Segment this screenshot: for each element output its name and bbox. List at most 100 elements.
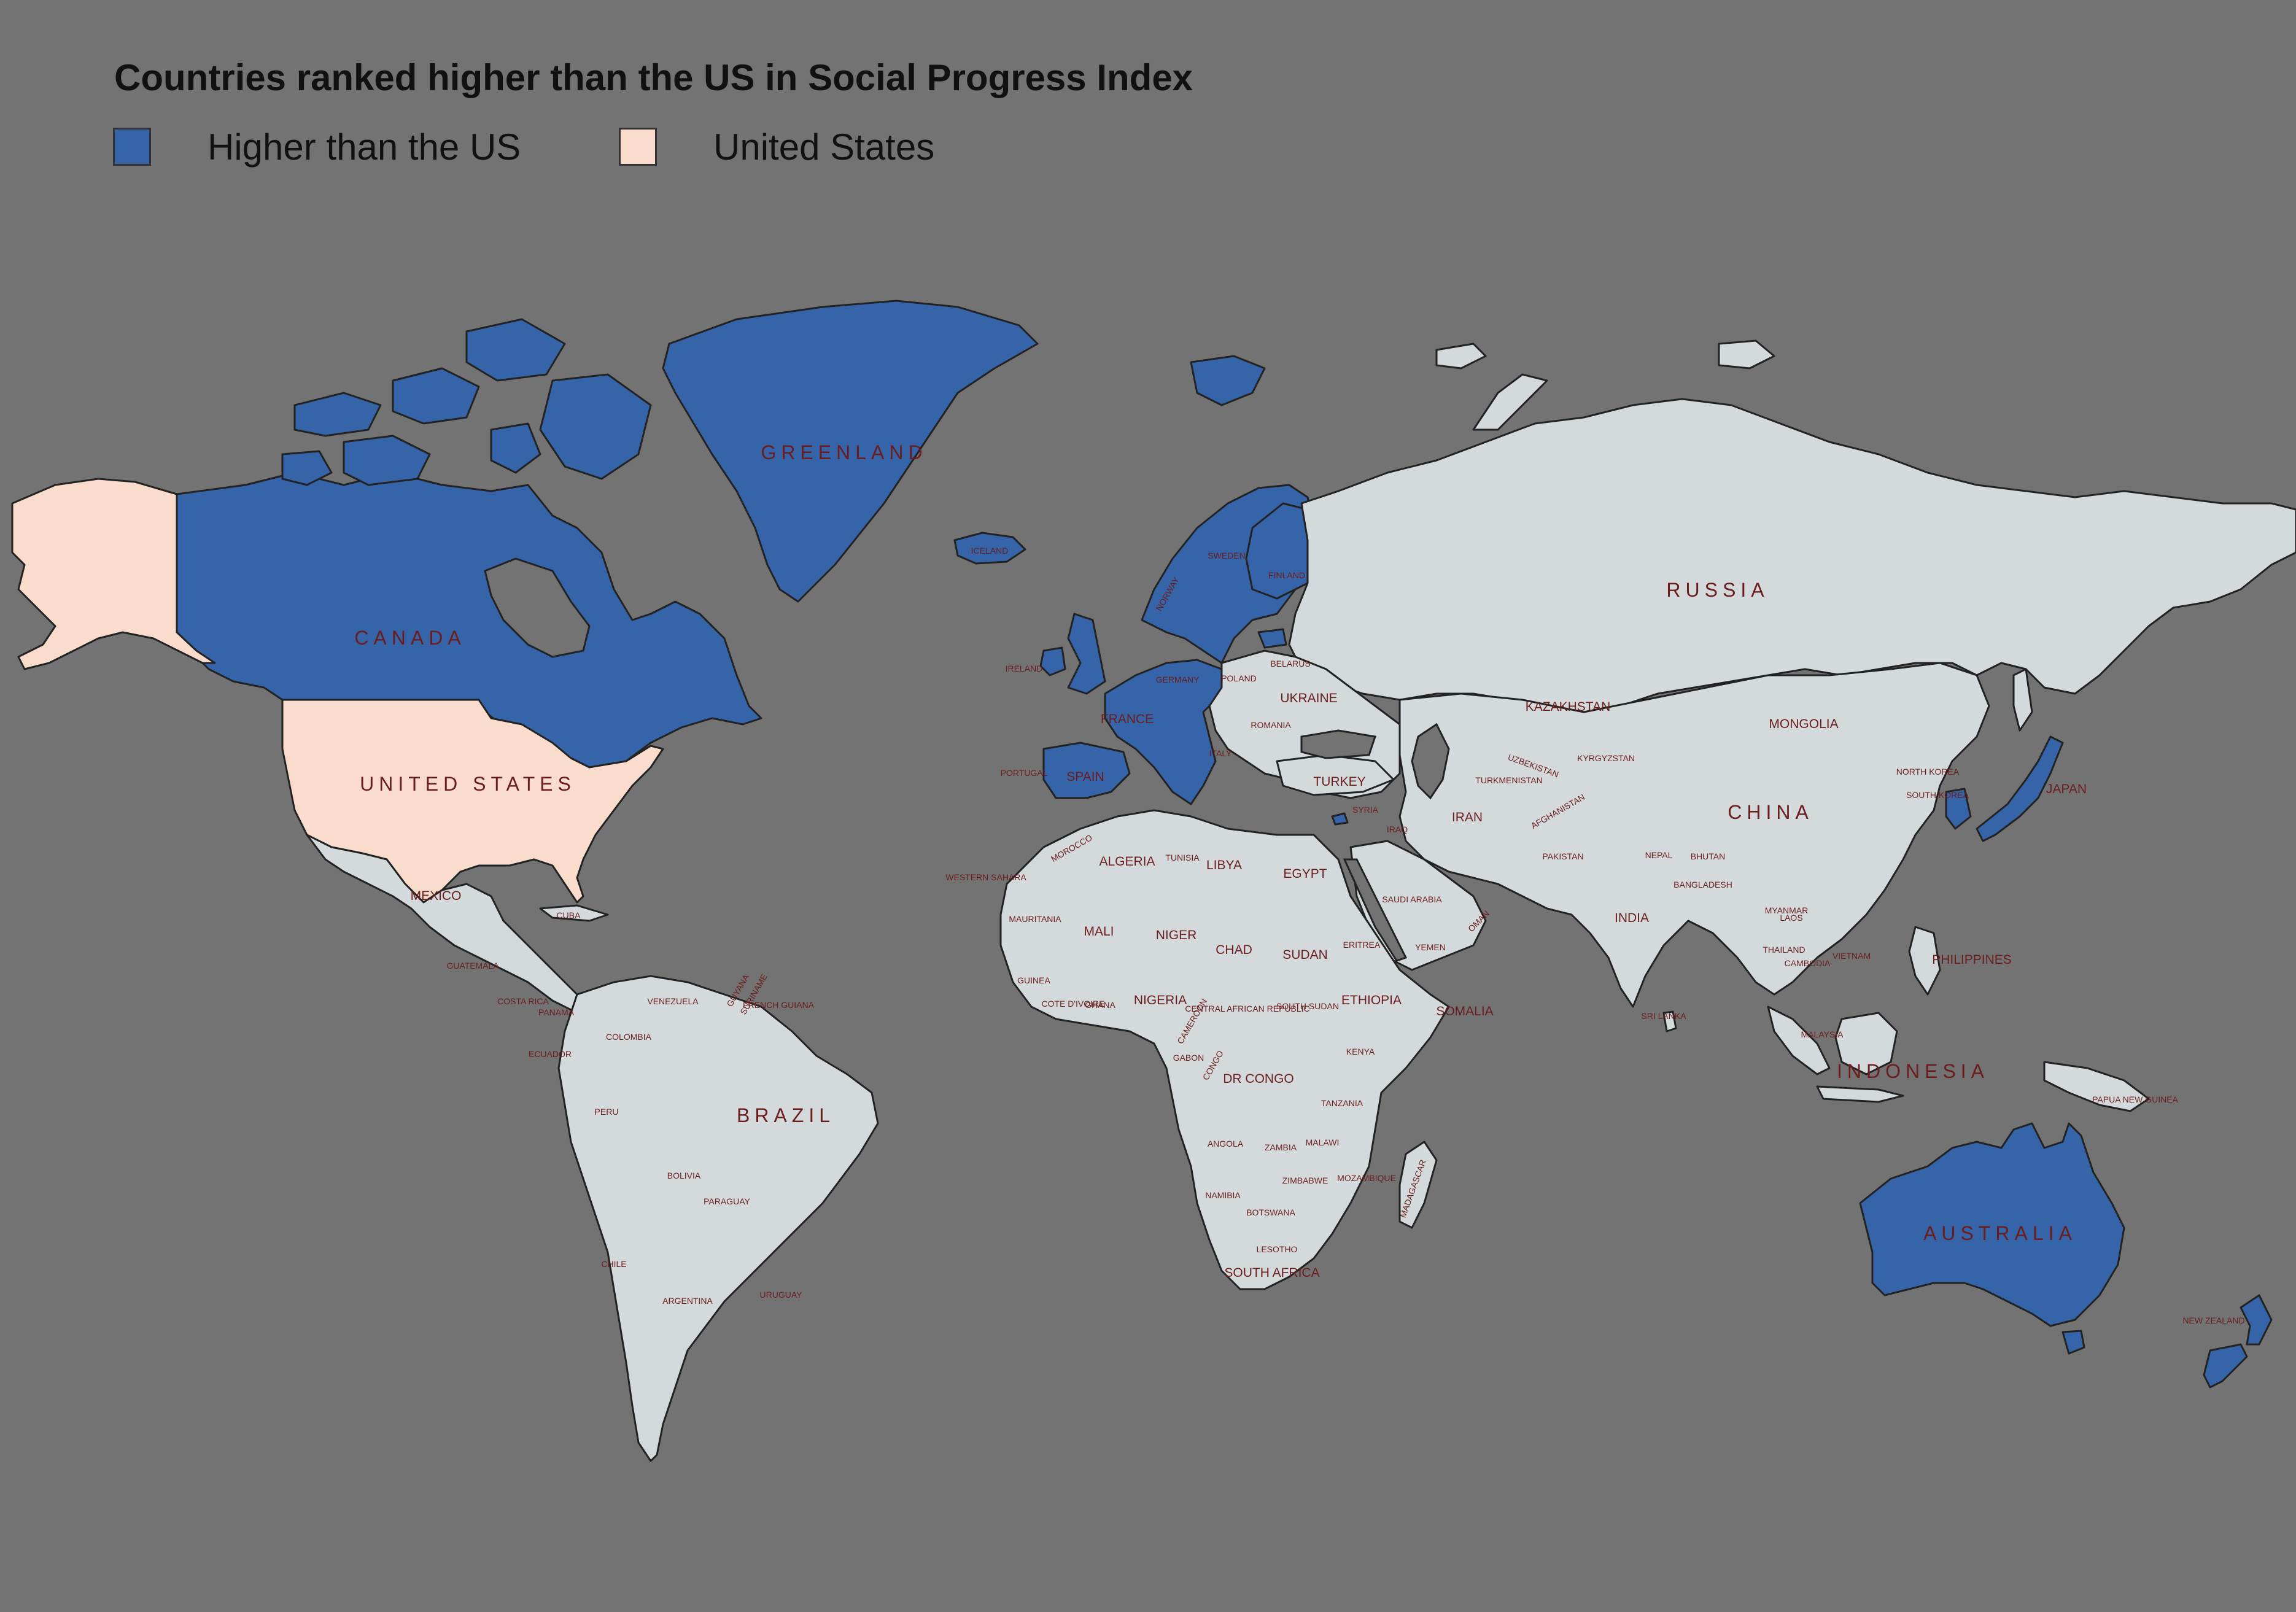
alaska-shape bbox=[11, 478, 216, 670]
label-cambodia: CAMBODIA bbox=[1785, 958, 1831, 968]
label-kenya: KENYA bbox=[1346, 1047, 1375, 1056]
label-iran: IRAN bbox=[1452, 810, 1483, 824]
label-mexico: MEXICO bbox=[411, 889, 462, 903]
label-greenland: GREENLAND bbox=[761, 441, 927, 463]
label-zambia: ZAMBIA bbox=[1265, 1142, 1297, 1152]
legend-item-us: United States bbox=[619, 126, 934, 168]
russia-shape bbox=[1288, 398, 2296, 713]
cuba-shape bbox=[539, 904, 609, 922]
novaya-zemlya-shape bbox=[1472, 373, 1548, 431]
label-mauritania: MAURITANIA bbox=[1009, 914, 1061, 924]
label-ghana: GHANA bbox=[1085, 1000, 1115, 1010]
label-iraq: IRAQ bbox=[1387, 824, 1408, 834]
label-new-zealand: NEW ZEALAND bbox=[2182, 1316, 2244, 1325]
label-yemen: YEMEN bbox=[1415, 942, 1446, 952]
label-iceland: ICELAND bbox=[971, 546, 1009, 556]
label-finland: FINLAND bbox=[1268, 570, 1305, 580]
new-guinea-shape bbox=[2043, 1061, 2150, 1112]
hudson-bay-shape bbox=[484, 557, 591, 658]
label-ukraine: UKRAINE bbox=[1280, 691, 1337, 705]
label-libya: LIBYA bbox=[1206, 858, 1242, 872]
label-malawi: MALAWI bbox=[1306, 1137, 1340, 1147]
label-peru: PERU bbox=[595, 1107, 619, 1117]
united-states-regions bbox=[11, 478, 664, 904]
legend-item-higher: Higher than the US bbox=[113, 126, 521, 168]
label-sudan: SUDAN bbox=[1282, 948, 1328, 962]
legend-swatch-us bbox=[619, 128, 657, 166]
label-japan: JAPAN bbox=[2046, 782, 2087, 796]
uk-shape bbox=[1067, 613, 1106, 695]
south-america-shape bbox=[557, 975, 879, 1462]
label-south-korea: SOUTH KOREA bbox=[1906, 790, 1969, 800]
new-zealand-north-shape bbox=[2240, 1294, 2273, 1346]
greenland-shape bbox=[662, 300, 1039, 603]
caspian-sea-shape bbox=[1411, 723, 1450, 800]
label-angola: ANGOLA bbox=[1208, 1139, 1244, 1149]
sakhalin-shape bbox=[2012, 668, 2033, 732]
label-chile: CHILE bbox=[601, 1259, 626, 1269]
label-belarus: BELARUS bbox=[1270, 659, 1310, 668]
label-guatemala: GUATEMALA bbox=[446, 961, 499, 971]
baltic-shape bbox=[1257, 628, 1287, 649]
japan-shape bbox=[1976, 735, 2064, 842]
label-north-korea: NORTH KOREA bbox=[1896, 767, 1960, 777]
label-namibia: NAMIBIA bbox=[1205, 1190, 1241, 1200]
label-paraguay: PARAGUAY bbox=[704, 1196, 750, 1206]
label-bangladesh: BANGLADESH bbox=[1674, 880, 1732, 889]
madagascar-shape bbox=[1398, 1141, 1438, 1229]
label-ireland: IRELAND bbox=[1006, 664, 1043, 673]
label-france: FRANCE bbox=[1101, 712, 1154, 726]
asia-south-shape bbox=[1398, 662, 1990, 1008]
label-romania: ROMANIA bbox=[1251, 720, 1291, 730]
africa-shape bbox=[999, 809, 1450, 1290]
label-sweden: SWEDEN bbox=[1208, 551, 1245, 560]
label-botswana: BOTSWANA bbox=[1246, 1207, 1295, 1217]
legend-label-us: United States bbox=[713, 126, 935, 168]
label-south-africa: SOUTH AFRICA bbox=[1224, 1266, 1319, 1280]
label-mali: MALI bbox=[1084, 924, 1114, 939]
arctic-island-7 bbox=[490, 422, 541, 474]
label-car: CENTRAL AFRICAN REPUBLIC bbox=[1185, 1004, 1309, 1013]
arctic-island-5 bbox=[343, 435, 431, 486]
label-kyrgyzstan: KYRGYZSTAN bbox=[1577, 753, 1635, 763]
label-tunisia: TUNISIA bbox=[1165, 853, 1200, 862]
iceland-shape bbox=[953, 532, 1026, 565]
label-south-sudan: SOUTH SUDAN bbox=[1276, 1001, 1339, 1011]
label-panama: PANAMA bbox=[538, 1007, 575, 1017]
map-title: Countries ranked higher than the US in S… bbox=[114, 57, 1193, 98]
label-bhutan: BHUTAN bbox=[1691, 851, 1726, 861]
label-myanmar: MYANMAR bbox=[1765, 905, 1809, 915]
label-turkey: TURKEY bbox=[1313, 775, 1365, 789]
label-malaysia: MALAYSIA bbox=[1801, 1029, 1844, 1039]
label-sri-lanka: SRI LANKA bbox=[1641, 1011, 1686, 1021]
label-dr-congo: DR CONGO bbox=[1223, 1072, 1294, 1086]
label-brazil: BRAZIL bbox=[737, 1104, 835, 1126]
tasmania-shape bbox=[2061, 1330, 2085, 1355]
label-germany: GERMANY bbox=[1156, 675, 1200, 684]
label-kazakhstan: KAZAKHSTAN bbox=[1526, 700, 1610, 714]
sumatra-shape bbox=[1767, 1006, 1831, 1075]
label-french-guiana: FRENCH GUIANA bbox=[743, 1000, 815, 1010]
label-zimbabwe: ZIMBABWE bbox=[1282, 1176, 1328, 1185]
label-portugal: PORTUGAL bbox=[1001, 768, 1048, 778]
legend-swatch-higher bbox=[113, 128, 151, 166]
label-algeria: ALGERIA bbox=[1099, 854, 1155, 869]
arctic-island-2 bbox=[392, 367, 480, 425]
label-nigeria: NIGERIA bbox=[1134, 993, 1187, 1007]
label-cote-divoire: COTE D'IVOIRE bbox=[1041, 999, 1104, 1009]
label-indonesia: INDONESIA bbox=[1837, 1060, 1989, 1082]
label-canada: CANADA bbox=[354, 627, 465, 649]
label-guinea: GUINEA bbox=[1017, 975, 1050, 985]
java-shape bbox=[1816, 1085, 1904, 1103]
label-india: INDIA bbox=[1615, 911, 1649, 925]
label-venezuela: VENEZUELA bbox=[647, 996, 699, 1006]
sri-lanka-shape bbox=[1662, 1010, 1677, 1033]
label-eritrea: ERITREA bbox=[1343, 940, 1381, 950]
arctic-island-6 bbox=[281, 450, 333, 486]
label-spain: SPAIN bbox=[1066, 770, 1104, 784]
label-pakistan: PAKISTAN bbox=[1542, 851, 1583, 861]
label-china: CHINA bbox=[1728, 801, 1813, 823]
label-gabon: GABON bbox=[1173, 1053, 1204, 1063]
ireland-shape bbox=[1039, 646, 1066, 676]
new-zealand-south-shape bbox=[2203, 1343, 2248, 1389]
